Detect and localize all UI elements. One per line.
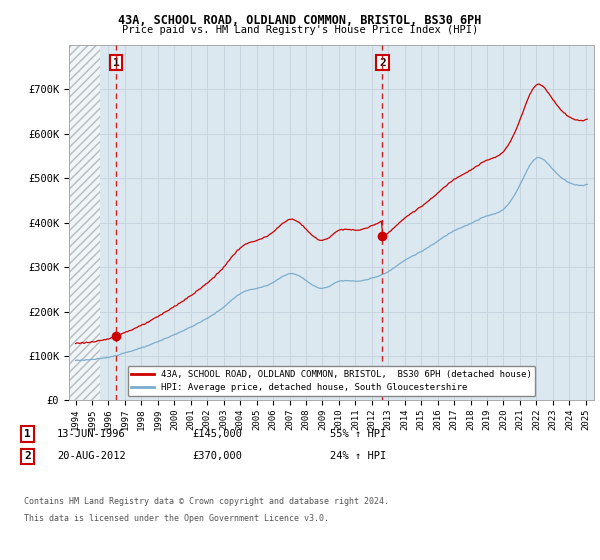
Bar — [69, 45, 100, 400]
Text: 55% ↑ HPI: 55% ↑ HPI — [330, 429, 386, 439]
Text: 1: 1 — [113, 58, 119, 68]
Bar — [69, 45, 100, 400]
Text: 43A, SCHOOL ROAD, OLDLAND COMMON, BRISTOL, BS30 6PH: 43A, SCHOOL ROAD, OLDLAND COMMON, BRISTO… — [118, 14, 482, 27]
Text: £370,000: £370,000 — [192, 451, 242, 461]
Text: 2: 2 — [379, 58, 386, 68]
Text: £145,000: £145,000 — [192, 429, 242, 439]
Text: 20-AUG-2012: 20-AUG-2012 — [57, 451, 126, 461]
Text: 24% ↑ HPI: 24% ↑ HPI — [330, 451, 386, 461]
Text: This data is licensed under the Open Government Licence v3.0.: This data is licensed under the Open Gov… — [24, 514, 329, 523]
Text: 1: 1 — [24, 429, 31, 439]
Text: 13-JUN-1996: 13-JUN-1996 — [57, 429, 126, 439]
Text: 2: 2 — [24, 451, 31, 461]
Legend: 43A, SCHOOL ROAD, OLDLAND COMMON, BRISTOL,  BS30 6PH (detached house), HPI: Aver: 43A, SCHOOL ROAD, OLDLAND COMMON, BRISTO… — [128, 366, 535, 396]
Text: Contains HM Land Registry data © Crown copyright and database right 2024.: Contains HM Land Registry data © Crown c… — [24, 497, 389, 506]
Text: Price paid vs. HM Land Registry's House Price Index (HPI): Price paid vs. HM Land Registry's House … — [122, 25, 478, 35]
